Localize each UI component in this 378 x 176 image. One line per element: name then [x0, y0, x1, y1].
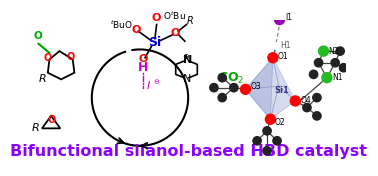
Circle shape — [314, 59, 323, 67]
Circle shape — [313, 112, 321, 120]
Text: O: O — [152, 13, 161, 23]
Text: O2: O2 — [274, 118, 285, 127]
Circle shape — [322, 73, 332, 83]
Text: N: N — [183, 74, 192, 84]
Circle shape — [218, 93, 226, 102]
Circle shape — [218, 74, 226, 82]
Circle shape — [290, 96, 300, 106]
Circle shape — [336, 47, 344, 55]
Polygon shape — [245, 58, 279, 89]
Text: O1: O1 — [278, 52, 288, 61]
Text: R: R — [186, 16, 193, 26]
Polygon shape — [273, 58, 295, 101]
Text: $^{\ominus}$: $^{\ominus}$ — [153, 79, 160, 89]
Text: O$^t$Bu: O$^t$Bu — [163, 10, 186, 22]
Text: $^t$BuO: $^t$BuO — [110, 18, 133, 31]
Text: CO$_2$: CO$_2$ — [218, 71, 245, 86]
Text: R: R — [39, 74, 47, 84]
Circle shape — [273, 43, 279, 49]
Circle shape — [265, 114, 276, 124]
Text: O4: O4 — [300, 96, 311, 105]
Text: H: H — [138, 61, 149, 74]
Circle shape — [274, 15, 285, 24]
Circle shape — [268, 53, 278, 63]
Circle shape — [339, 64, 348, 72]
Text: $\oplus$: $\oplus$ — [181, 52, 190, 61]
Circle shape — [313, 93, 321, 102]
Text: O: O — [47, 115, 55, 125]
Text: R: R — [31, 122, 39, 133]
Circle shape — [210, 83, 218, 92]
Circle shape — [240, 84, 251, 94]
Circle shape — [331, 59, 339, 67]
Text: Bifunctional silanol-based HBD catalyst: Bifunctional silanol-based HBD catalyst — [11, 144, 367, 159]
Text: O3: O3 — [251, 82, 261, 91]
Circle shape — [273, 137, 281, 145]
Circle shape — [263, 147, 271, 155]
Text: O: O — [132, 24, 141, 34]
Polygon shape — [270, 86, 295, 119]
Text: N1: N1 — [332, 73, 342, 82]
Text: H1: H1 — [280, 41, 291, 50]
Text: O: O — [34, 31, 42, 41]
Text: O: O — [170, 28, 180, 38]
Circle shape — [310, 70, 318, 78]
Circle shape — [253, 137, 261, 145]
Circle shape — [230, 83, 238, 92]
Circle shape — [319, 46, 328, 56]
Polygon shape — [245, 86, 279, 119]
Text: I: I — [147, 81, 150, 91]
Text: Si: Si — [149, 36, 161, 49]
Text: O: O — [44, 53, 52, 63]
Text: N: N — [183, 55, 192, 65]
Circle shape — [303, 103, 311, 112]
Circle shape — [263, 127, 271, 135]
Text: O: O — [67, 52, 75, 62]
Text: O: O — [139, 54, 148, 64]
Text: I1: I1 — [285, 12, 292, 21]
Text: Si1: Si1 — [274, 86, 290, 95]
Text: N2: N2 — [328, 47, 339, 56]
Polygon shape — [245, 58, 273, 119]
